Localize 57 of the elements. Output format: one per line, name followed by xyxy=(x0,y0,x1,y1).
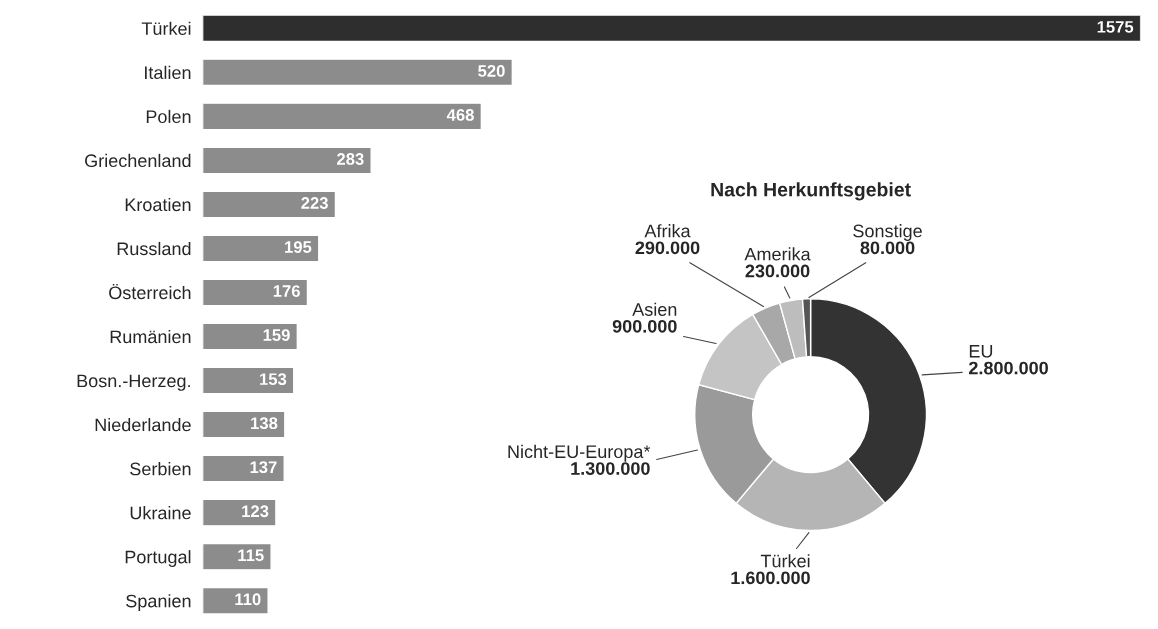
y-tick-label: Bosn.-Herzeg. xyxy=(77,374,190,391)
data-label: 2.800.000 xyxy=(969,361,1048,375)
bar xyxy=(202,146,372,175)
bar xyxy=(202,58,514,87)
bar xyxy=(202,410,286,439)
data-label: 520 xyxy=(478,65,505,77)
data-label: 153 xyxy=(260,373,287,386)
y-tick-label: Italien xyxy=(145,65,191,80)
slice-label: Türkei xyxy=(760,554,810,568)
bar xyxy=(202,586,269,615)
data-label: 223 xyxy=(301,197,328,209)
bar xyxy=(202,278,309,307)
y-tick-label: Russland xyxy=(117,241,191,256)
data-label: 138 xyxy=(251,417,278,430)
data-label: 115 xyxy=(238,549,264,562)
slice-label: Asien xyxy=(632,302,677,316)
data-label: 1.300.000 xyxy=(571,462,650,475)
data-label: 137 xyxy=(250,461,277,474)
data-label: 123 xyxy=(242,505,269,518)
data-label: 290.000 xyxy=(635,241,700,255)
bar xyxy=(202,102,483,131)
y-tick-label: Rumänien xyxy=(110,329,191,344)
y-tick-label: Polen xyxy=(146,109,191,124)
y-tick-label: Niederlande xyxy=(95,418,191,432)
data-label: 80.000 xyxy=(860,241,915,255)
data-label: 159 xyxy=(263,329,290,341)
bar xyxy=(202,14,1141,43)
y-tick-label: Ukraine xyxy=(130,506,191,520)
data-label: 468 xyxy=(446,109,474,121)
slice-label: Amerika xyxy=(744,247,811,261)
bar xyxy=(202,190,337,219)
slice-label: EU xyxy=(969,345,993,358)
data-label: 283 xyxy=(337,153,364,165)
data-label: 1.600.000 xyxy=(731,571,810,585)
bar xyxy=(202,322,299,351)
slice-label: Sonstige xyxy=(853,224,922,241)
y-tick-label: Spanien xyxy=(126,594,191,611)
slice-label: Afrika xyxy=(644,224,691,238)
bar xyxy=(202,454,285,483)
data-label: 230.000 xyxy=(745,264,810,278)
data-label: 176 xyxy=(273,285,300,297)
y-tick-label: Griechenland xyxy=(85,153,191,168)
data-label: 110 xyxy=(235,593,261,606)
y-tick-label: Kroatien xyxy=(125,197,191,212)
bar xyxy=(202,234,320,263)
y-tick-label: Portugal xyxy=(125,550,191,567)
y-tick-label: Österreich xyxy=(109,283,191,300)
data-label: 900.000 xyxy=(612,319,677,333)
bar xyxy=(202,542,272,571)
bar xyxy=(202,366,295,395)
y-tick-label: Serbien xyxy=(130,462,191,476)
data-label: 1575 xyxy=(1097,21,1134,33)
bar xyxy=(202,498,277,527)
data-label: 195 xyxy=(285,241,312,253)
chart-title: Nach Herkunftsgebiet xyxy=(711,182,911,201)
slice-label: Nicht-EU-Europa* xyxy=(508,444,651,462)
y-tick-label: Türkei xyxy=(141,21,191,36)
